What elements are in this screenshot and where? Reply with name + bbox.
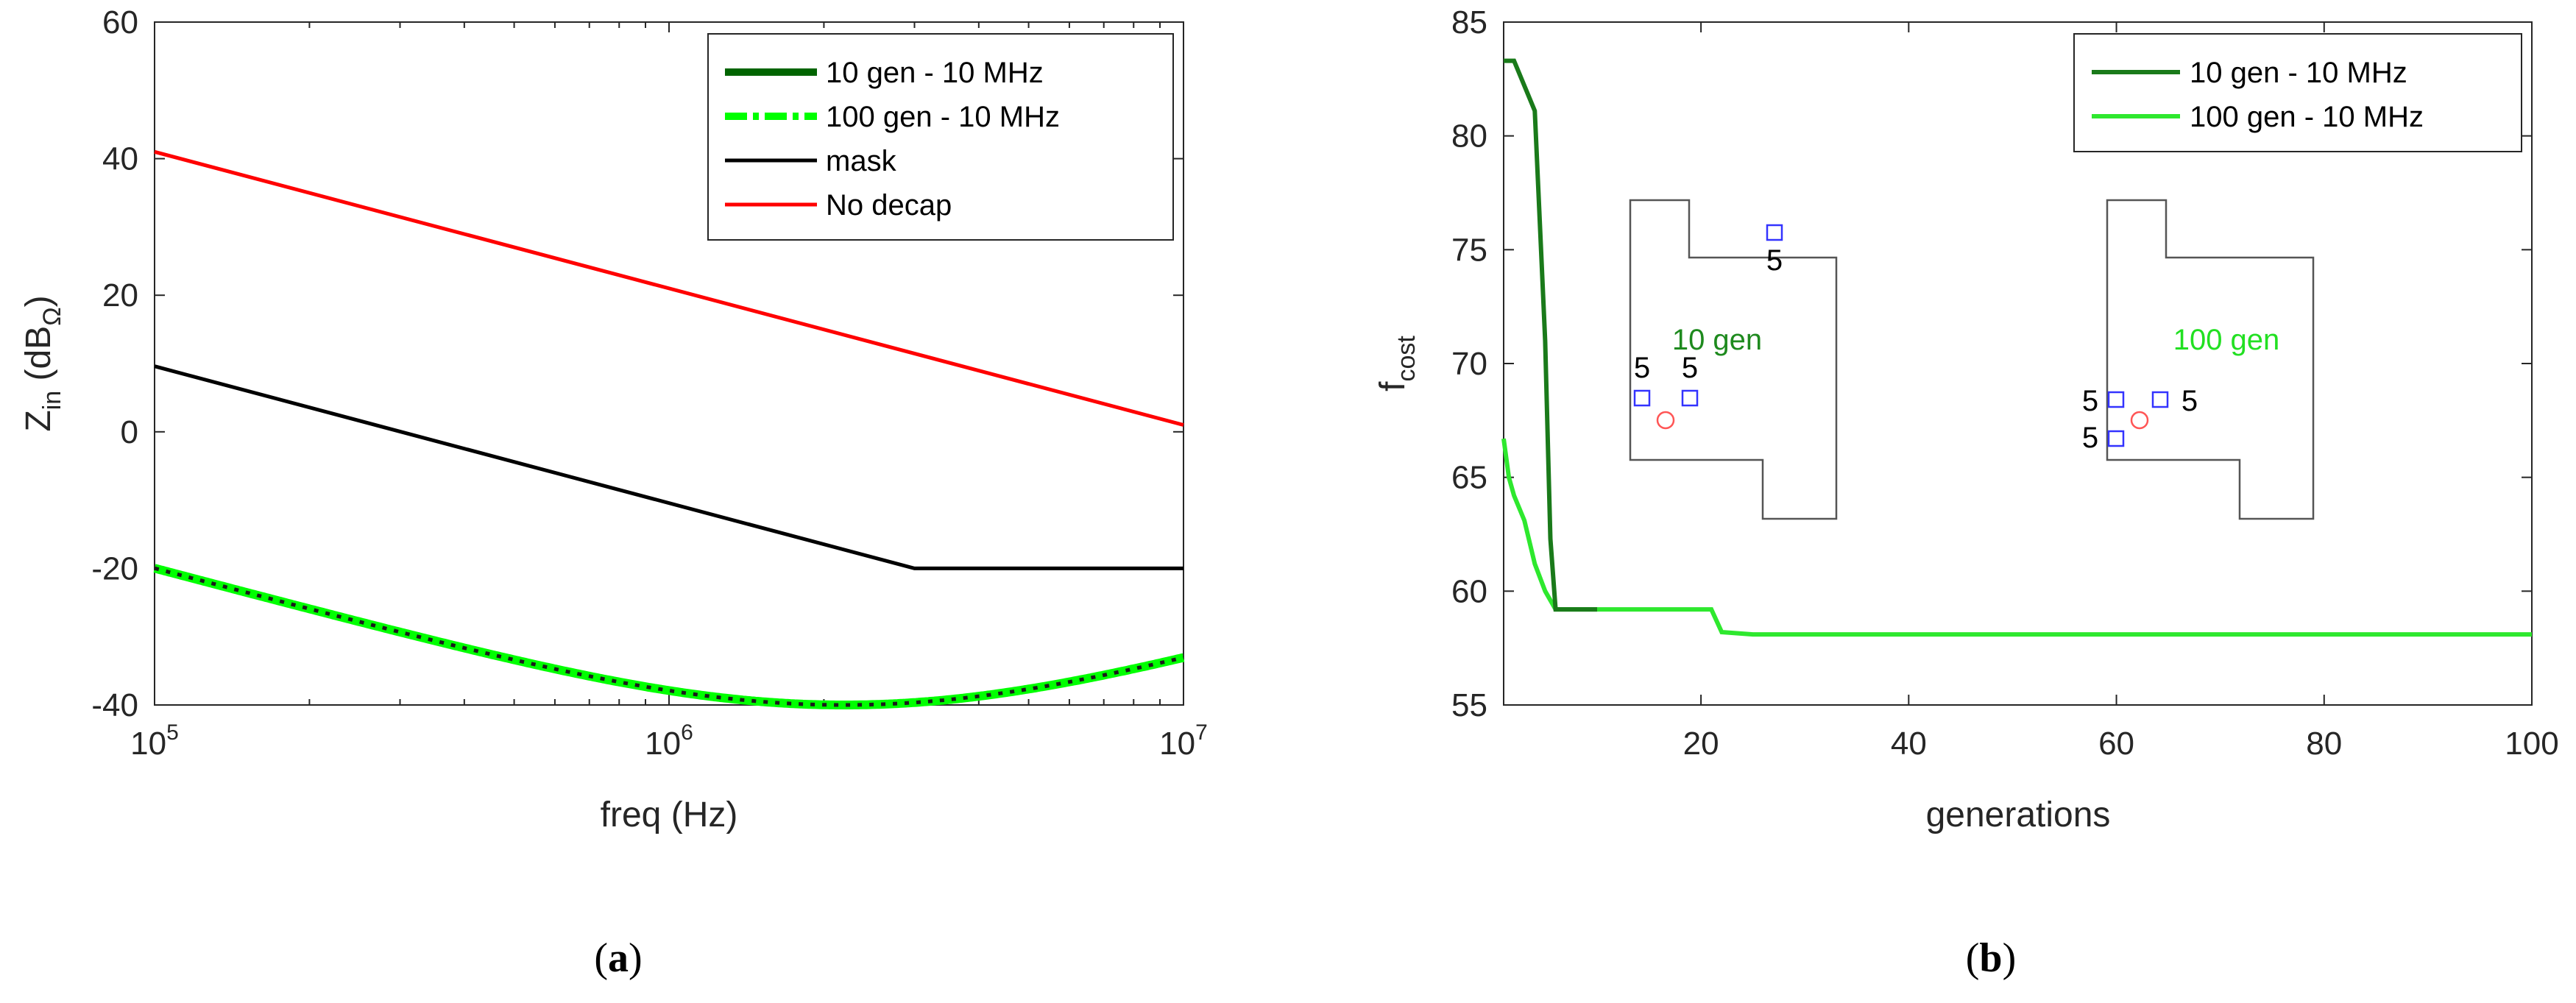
panel-a-x-tick-label-1e6: 106 [645, 720, 693, 762]
panel-b-y-tick-label: 75 [1451, 232, 1487, 268]
series-10gen-line [1504, 58, 1597, 612]
inset-100-gen: 100 gen 5 5 5 [2082, 199, 2315, 520]
panel-a-caption: (a) [594, 935, 642, 981]
panel-b-y-tick-label: 60 [1451, 573, 1487, 609]
panel-a-y-tick-label: 40 [102, 141, 138, 177]
panel-b-x-tick-label: 80 [2306, 726, 2342, 762]
panel-b-y-tick-labels: 55 60 65 70 75 80 85 [1451, 4, 1487, 723]
inset-100-gen-title: 100 gen [2173, 324, 2280, 356]
panel-b-y-axis-label: fcost [1373, 336, 1420, 391]
panel-a-y-axis-label: Zin (dBΩ) [19, 295, 66, 431]
panel-a-y-tick-label: 60 [102, 4, 138, 40]
legend-label-10gen: 10 gen - 10 MHz [2190, 57, 2407, 89]
panel-a-legend: 10 gen - 10 MHz 100 gen - 10 MHz mask No… [707, 33, 1174, 241]
inset-10-gen-outline [1629, 199, 1838, 520]
panel-b-x-axis-label: generations [1926, 795, 2111, 834]
series-100gen-line [1501, 438, 2532, 637]
inset-100-gen-label: 5 [2082, 422, 2098, 454]
panel-a-y-tick-labels: -40 -20 0 20 40 60 [91, 4, 138, 723]
inset-10-gen-label: 5 [1766, 244, 1783, 277]
panel-b-x-tick-label: 100 [2505, 726, 2558, 762]
inset-10-gen-decap-square [1633, 389, 1651, 407]
series-mask-line [154, 364, 1183, 570]
legend-label-100gen: 100 gen - 10 MHz [826, 101, 1060, 133]
panel-b-y-tick-label: 70 [1451, 346, 1487, 382]
inset-100-gen-decap-square [2107, 430, 2125, 447]
inset-10-gen-port-circle [1656, 411, 1675, 430]
inset-10-gen-label: 5 [1682, 352, 1698, 384]
inset-100-gen-outline [2106, 199, 2315, 520]
panel-b-legend-box [2073, 33, 2522, 152]
inset-100-gen-decap-square [2107, 391, 2125, 408]
legend-label-mask: mask [826, 145, 897, 177]
inset-10-gen: 10 gen 5 5 5 [1629, 199, 1838, 520]
inset-10-gen-label: 5 [1634, 352, 1650, 384]
panel-b-legend: 10 gen - 10 MHz 100 gen - 10 MHz [2073, 33, 2522, 152]
panel-b-x-tick-labels: 20 40 60 80 100 [1683, 726, 2559, 762]
panel-a-x-tick-label-1e5: 105 [130, 720, 179, 762]
inset-100-gen-decap-square [2151, 391, 2169, 408]
panel-a-y-tick-label: 0 [121, 414, 138, 450]
inset-100-gen-port-circle [2130, 411, 2149, 430]
panel-a-y-tick-label: 20 [102, 277, 138, 313]
panel-a-x-tick-label-1e7: 107 [1159, 720, 1208, 762]
series-10gen-line [154, 566, 1184, 707]
panel-a-ticks [154, 21, 1183, 706]
legend-label-no-decap: No decap [826, 189, 952, 221]
inset-100-gen-label: 5 [2082, 385, 2098, 417]
panel-b-x-tick-label: 60 [2098, 726, 2134, 762]
inset-100-gen-label: 5 [2182, 385, 2198, 417]
panel-a-y-tick-label: -40 [91, 687, 138, 723]
panel-b-ticks [1504, 21, 2533, 706]
panel-b-x-tick-label: 40 [1891, 726, 1927, 762]
panel-b-y-tick-label: 65 [1451, 460, 1487, 496]
legend-label-100gen: 100 gen - 10 MHz [2190, 101, 2424, 133]
panel-b-y-tick-label: 85 [1451, 4, 1487, 40]
inset-10-gen-decap-square [1681, 389, 1699, 407]
legend-label-10gen: 10 gen - 10 MHz [826, 57, 1044, 89]
panel-b-x-tick-label: 20 [1683, 726, 1719, 762]
inset-10-gen-title: 10 gen [1672, 324, 1762, 356]
panel-b-y-tick-label: 55 [1451, 687, 1487, 723]
panel-b-caption: (b) [1966, 935, 2016, 981]
series-no-decap-line [154, 149, 1184, 427]
panel-a-x-axis-label: freq (Hz) [601, 795, 738, 834]
panel-a: -40 -20 0 20 40 60 105 106 107 freq (Hz) Zin … [19, 4, 1208, 981]
panel-a-y-tick-label: -20 [91, 550, 138, 586]
inset-10-gen-decap-square [1766, 224, 1783, 241]
panel-b-y-tick-label: 80 [1451, 118, 1487, 155]
